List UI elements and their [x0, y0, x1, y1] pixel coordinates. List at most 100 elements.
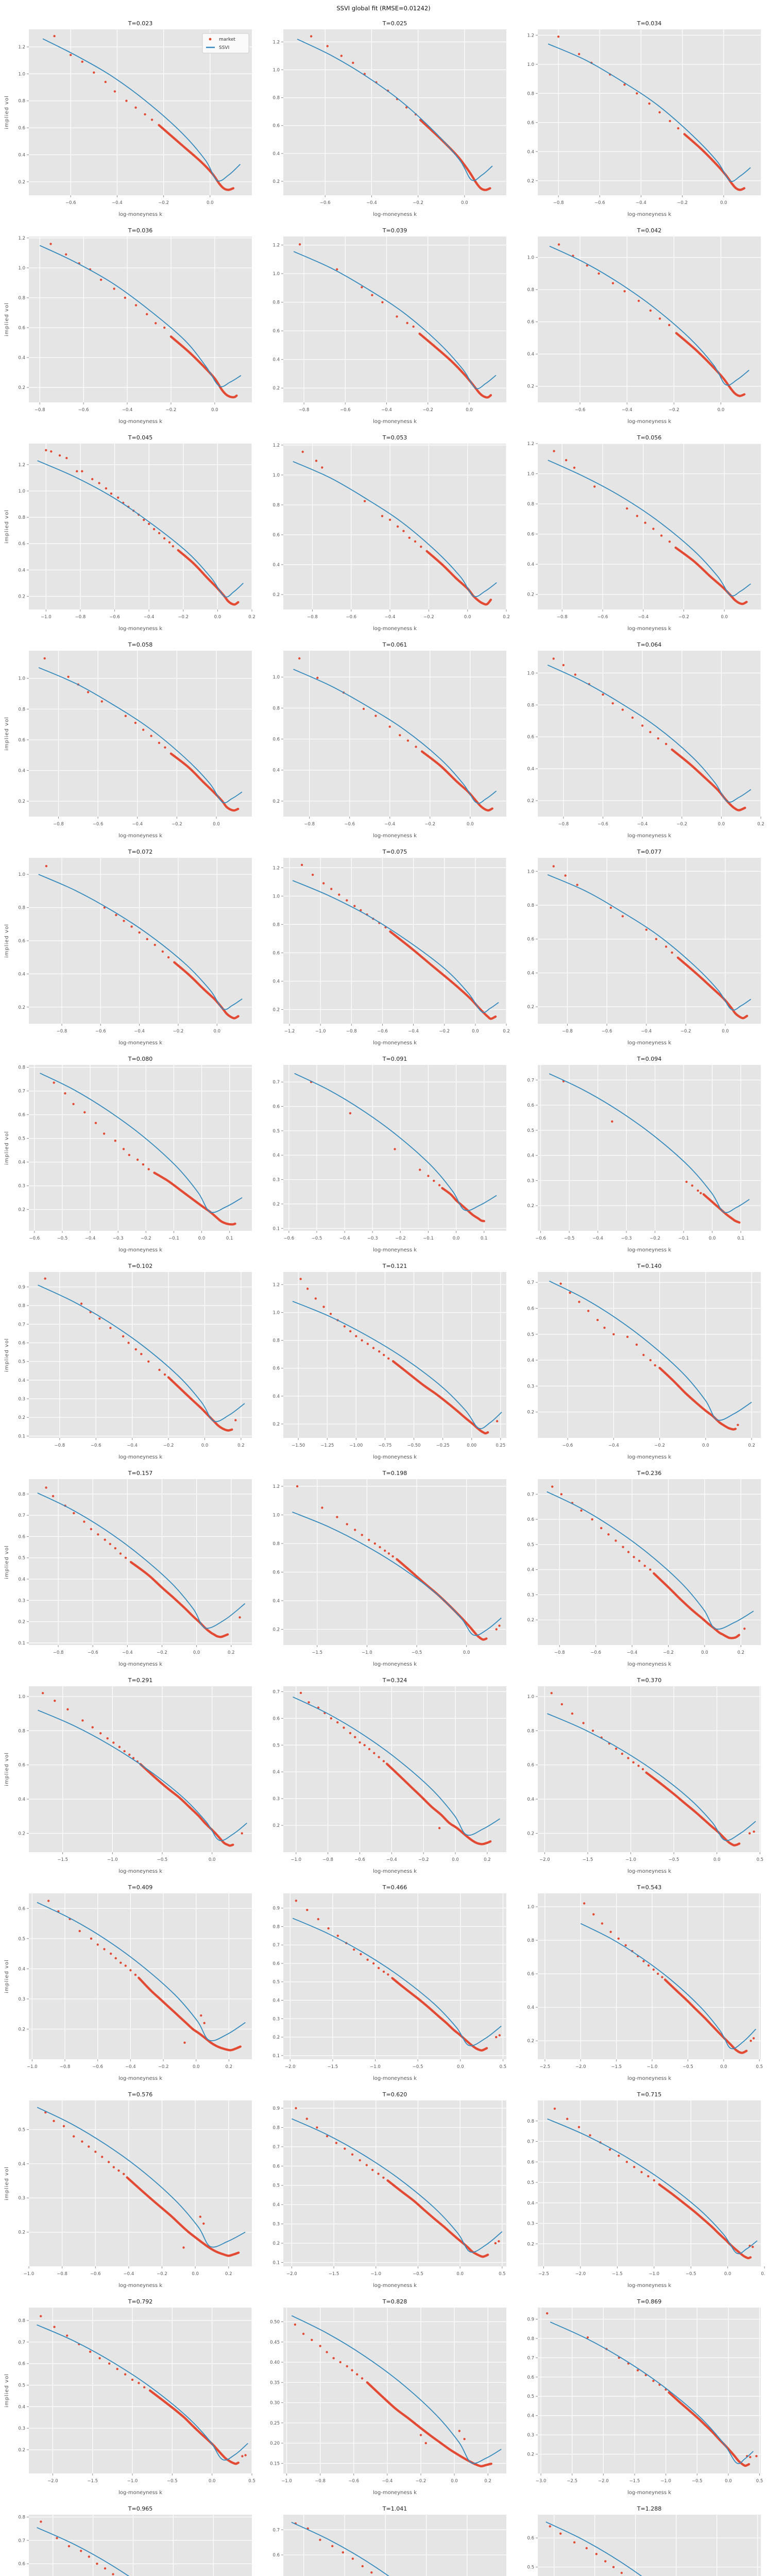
tick-marks: −0.6 −0.5 −0.4 −0.3 −0.2 −0.1 0.0 0.1 0.1 0.2 0.3 0…	[272, 1080, 487, 1241]
x-tick-label: −0.2	[654, 1443, 665, 1448]
plot-background	[538, 29, 761, 195]
subplot-canvas: −2.0 −1.5 −1.0 −0.5 0.0 0.5 0.2 0.3 0.4 0.5 0.6 0.7…	[4, 2298, 255, 2496]
x-tick-label: −0.8	[53, 1650, 64, 1655]
dense-market-streak	[419, 118, 491, 191]
y-tick-label: 1.2	[272, 243, 280, 248]
x-axis-label: log-moneyness k	[118, 419, 162, 425]
tick-marks: −2.5 −2.0 −1.5 −1.0 −0.5 0.0 0.5 0.2 0.4 0.6 0.8 1.…	[527, 1905, 763, 2070]
y-tick-label: 1.2	[272, 443, 280, 448]
subplot-T-0.042: −0.6 −0.4 −0.2 0.0 0.2 0.4 0.6 0.8 1.0 T=0.042 log…	[511, 224, 765, 431]
tick-marks: −0.8 −0.6 −0.4 −0.2 0.0 0.2 0.1 0.2 0.3 0.4 0.5 0.6…	[18, 1492, 234, 1655]
x-axis-label: log-moneyness k	[118, 1040, 162, 1046]
y-tick-label: 0.4	[18, 1577, 25, 1582]
y-tick-label: 0.5	[527, 1128, 534, 1133]
gridlines	[538, 1686, 761, 1852]
tick-marks: −0.8 −0.6 −0.4 −0.2 0.0 0.2 0.2 0.4 0.6 0.8 1.0	[527, 671, 764, 827]
x-tick-label: 0.2	[225, 2272, 232, 2277]
x-tick-label: −0.4	[385, 615, 396, 620]
y-tick-label: 0.4	[272, 1599, 280, 1604]
gridlines	[283, 1479, 506, 1645]
y-tick-label: 0.5	[527, 1332, 534, 1337]
market-points	[549, 2525, 623, 2574]
subplot-T-1.041: −2.0−1.5−1.0−0.50.00.50.20.30.40.50.60.7…	[257, 2502, 511, 2576]
x-tick-label: −0.2	[424, 822, 435, 827]
x-tick-label: −0.6	[340, 408, 351, 413]
x-tick-label: 0.0	[198, 1236, 206, 1241]
y-axis-label: implied vol	[4, 302, 10, 336]
y-tick-label: 0.6	[272, 1716, 280, 1721]
subplot-title: T=0.023	[128, 20, 152, 27]
x-tick-label: −0.5	[167, 2479, 178, 2484]
x-tick-label: −1.5	[87, 2479, 98, 2484]
x-tick-label: −0.5	[686, 2272, 696, 2277]
subplot-T-0.072: −0.8 −0.6 −0.4 −0.2 0.0 0.2 0.4 0.6 0.8 1.0 T=0.07…	[2, 845, 257, 1053]
ssvi-line	[37, 2527, 130, 2576]
tick-marks: −0.8 −0.6 −0.4 −0.2 0.0 0.2 0.2 0.4 0.6 0.8 1.0 1.2	[272, 443, 509, 620]
y-tick-label: 0.4	[272, 563, 280, 568]
y-tick-label: 0.7	[272, 1689, 280, 1694]
gridlines	[283, 1272, 506, 1438]
y-tick-label: 0.2	[18, 799, 25, 804]
y-tick-label: 1.0	[272, 1310, 280, 1315]
y-tick-label: 0.7	[527, 2355, 534, 2361]
x-tick-label: 0.0	[451, 2479, 458, 2484]
y-tick-label: 1.0	[272, 894, 280, 899]
y-tick-label: 0.6	[527, 320, 534, 325]
subplot-canvas: −1.5 −1.0 −0.5 0.0 0.2 0.4 0.6 0.8 1.0 T=0.291 log…	[4, 1677, 252, 1874]
y-tick-label: 0.2	[272, 1007, 280, 1012]
market-points	[298, 243, 415, 328]
x-tick-label: −1.5	[612, 2272, 623, 2277]
x-axis-label: log-moneyness k	[627, 1454, 671, 1460]
ssvi-line	[293, 669, 497, 804]
y-tick-label: 0.4	[272, 358, 280, 363]
gridlines	[283, 1065, 506, 1231]
x-tick-label: −0.4	[366, 200, 377, 206]
x-tick-label: −0.3	[367, 1236, 378, 1241]
x-tick-label: −0.6	[590, 1650, 601, 1655]
y-tick-label: 0.6	[527, 1306, 534, 1311]
y-tick-label: 0.8	[18, 99, 25, 104]
plot-background	[538, 2308, 761, 2473]
ssvi-line	[38, 874, 243, 1010]
ssvi-line	[38, 1709, 247, 1841]
x-axis-label: log-moneyness k	[627, 1662, 671, 1667]
subplot-T-0.077: −0.8 −0.6 −0.4 −0.2 0.0 0.2 0.4 0.6 0.8 1.0 T=0.07…	[511, 845, 765, 1053]
y-tick-label: 0.6	[18, 326, 25, 331]
x-axis-label: log-moneyness k	[118, 1454, 162, 1460]
plot-background	[29, 444, 252, 609]
y-tick-label: 0.4	[18, 2162, 25, 2167]
tick-marks: −0.6 −0.4 −0.2 0.0 0.2 0.4 0.6 0.8 1.0	[527, 256, 724, 413]
subplot-title: T=0.409	[128, 1884, 152, 1891]
x-tick-label: −0.5	[57, 1236, 68, 1241]
x-tick-label: −2.0	[539, 1857, 550, 1862]
subplot-canvas: −0.8 −0.6 −0.4 −0.2 0.0 0.2 0.2 0.4 0.6 0.8 1.0 1.2…	[272, 434, 509, 632]
y-tick-label: 0.8	[272, 1924, 280, 1929]
y-tick-label: 0.6	[272, 329, 280, 334]
subplot-title: T=0.370	[637, 1677, 661, 1684]
gridlines	[29, 858, 252, 1024]
x-tick-label: −0.2	[141, 1236, 151, 1241]
x-tick-label: −0.4	[339, 1236, 350, 1241]
x-tick-label: −0.5	[564, 1236, 575, 1241]
y-tick-label: 0.2	[527, 179, 534, 184]
ssvi-line	[38, 1284, 245, 1422]
x-tick-label: −0.4	[622, 408, 633, 413]
plot-background	[538, 1893, 761, 2059]
subplot-title: T=0.543	[637, 1884, 661, 1891]
y-tick-label: 0.4	[527, 1797, 534, 1802]
x-tick-label: −0.6	[348, 2479, 359, 2484]
market-points	[47, 1900, 206, 2044]
y-tick-label: 0.5	[527, 2394, 534, 2399]
subplot-title: T=0.869	[637, 2298, 661, 2305]
subplot-title: T=0.157	[128, 1470, 152, 1477]
plot-background	[29, 1479, 252, 1645]
subplot-title: T=0.198	[382, 1470, 407, 1477]
y-tick-label: 0.8	[18, 1728, 25, 1734]
x-axis-label: log-moneyness k	[627, 419, 671, 425]
x-axis-label: log-moneyness k	[118, 833, 162, 839]
y-tick-label: 0.3	[527, 2222, 534, 2227]
subplot-T-0.236: −0.8 −0.6 −0.4 −0.2 0.0 0.2 0.2 0.3 0.4 0.5 0.6 0.7…	[511, 1467, 765, 1674]
y-tick-label: 0.5	[18, 1937, 25, 1942]
x-tick-label: 0.0	[192, 2272, 199, 2277]
